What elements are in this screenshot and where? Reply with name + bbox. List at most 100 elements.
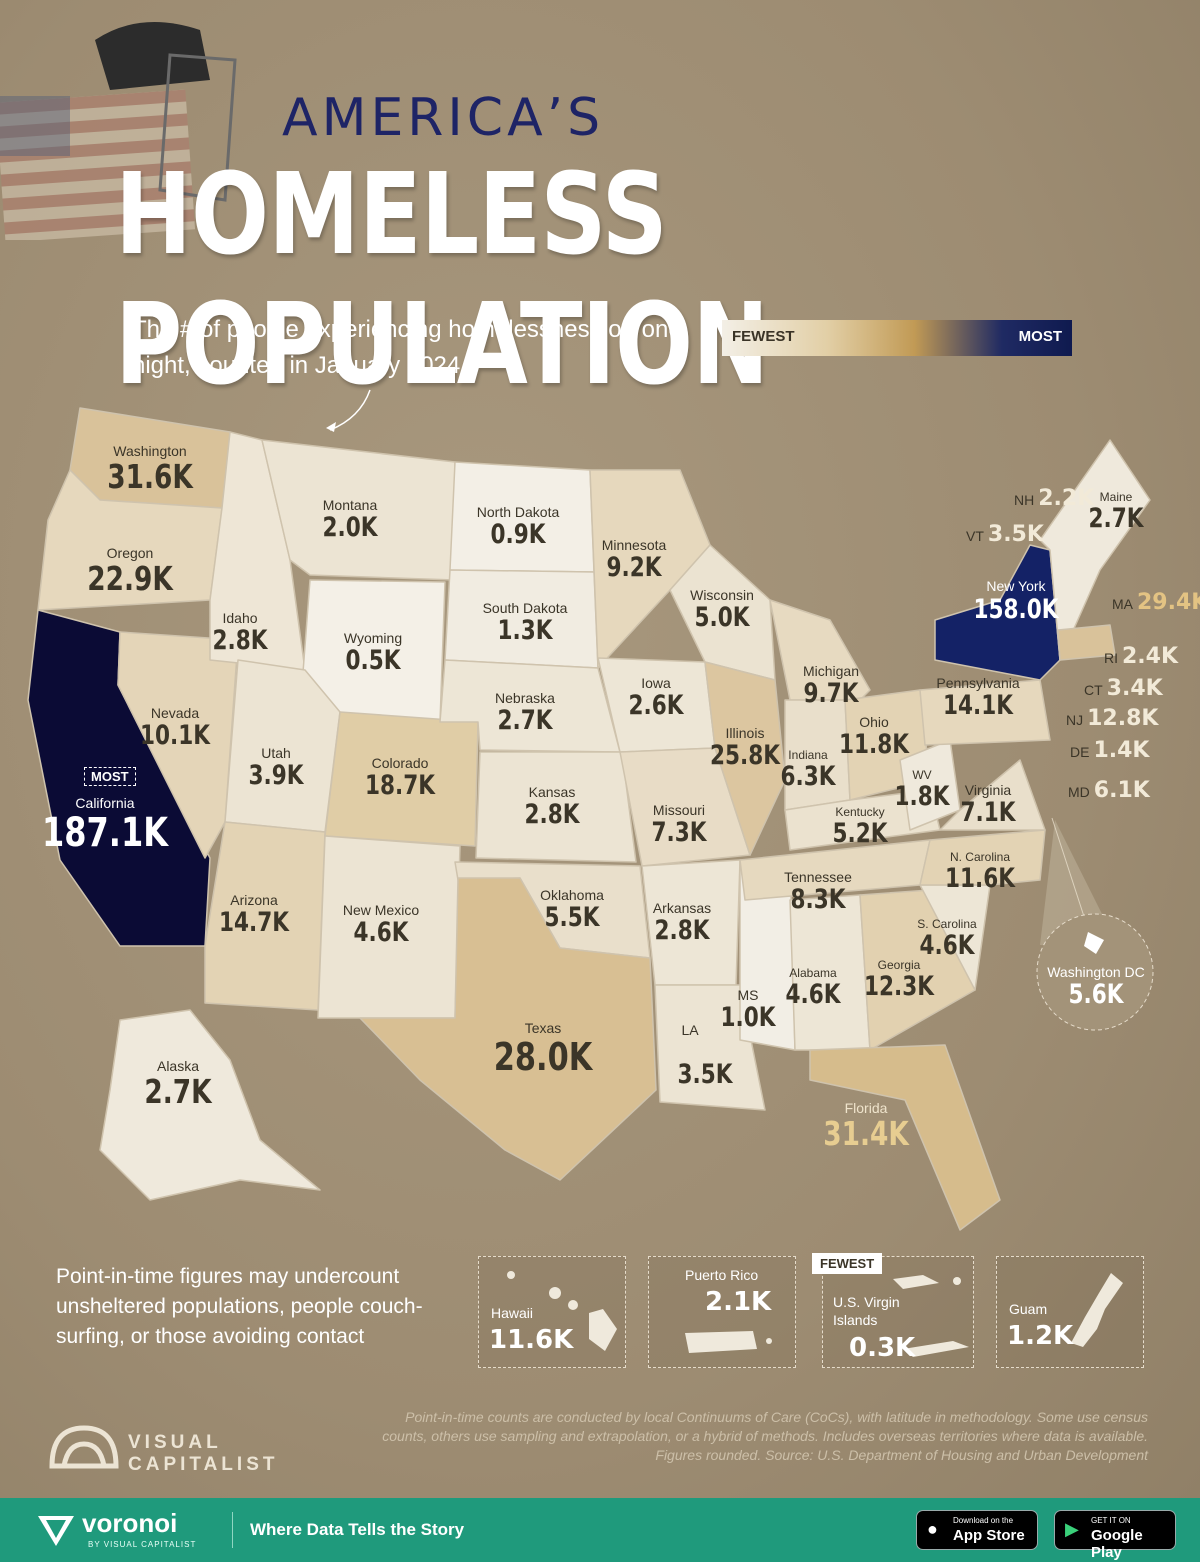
label-kansas: Kansas 2.8K [524,784,580,830]
territory-value: 2.1K [705,1287,772,1317]
google-play-icon: ▶ [1065,1519,1079,1539]
territory-guam: Guam 1.2K [996,1256,1144,1368]
voronoi-logo-icon [38,1516,74,1546]
label-mississippi: MS 1.0K [720,987,776,1033]
state-wisconsin [669,544,776,681]
label-iowa: Iowa 2.6K [628,675,684,721]
state-michigan [769,599,871,701]
label-florida: Florida 31.4K [823,1100,909,1153]
label-virginia: Virginia 7.1K [960,782,1016,828]
label-la-value: 3.5K [677,1059,733,1090]
label-montana: Montana 2.0K [322,497,378,543]
label-colorado: Colorado 18.7K [364,755,436,801]
label-utah: Utah 3.9K [248,745,304,791]
state-florida [809,1044,1001,1231]
label-ma: MA 29.4K [1112,590,1200,615]
california-most-tag: MOST [84,767,136,786]
label-ohio: Ohio 11.8K [838,714,910,760]
voronoi-brand[interactable]: voronoi [82,1508,178,1538]
label-nebraska: Nebraska 2.7K [495,690,555,736]
state-kansas [475,751,637,863]
label-north-dakota: North Dakota 0.9K [476,504,560,550]
label-missouri: Missouri 7.3K [651,802,707,848]
territory-name: U.S. Virgin Islands [833,1294,900,1328]
state-louisiana [654,984,766,1111]
footer-bar: voronoi BY VISUAL CAPITALIST Where Data … [0,1498,1200,1562]
label-pennsylvania: Pennsylvania 14.1K [936,675,1020,721]
label-ct: CT 3.4K [1084,676,1163,701]
label-nh: NH 2.2K [1014,486,1095,511]
fewest-tag: FEWEST [812,1253,883,1274]
state-north-carolina [919,829,1046,886]
label-oregon: Oregon 22.9K [87,545,173,598]
label-kentucky: Kentucky 5.2K [832,805,888,849]
subtitle-arrowhead [326,422,336,432]
label-nj: NJ 12.8K [1066,706,1159,731]
subtitle-arrow [329,389,371,431]
visual-capitalist-logo-text: VISUAL CAPITALIST [128,1432,279,1475]
territory-hawaii: Hawaii 11.6K [478,1256,626,1368]
label-south-dakota: South Dakota 1.3K [482,600,568,646]
app-store-button[interactable]: ● Download on the App Store [916,1510,1038,1550]
label-md: MD 6.1K [1068,778,1150,803]
label-oklahoma: Oklahoma 5.5K [540,887,604,933]
google-play-button[interactable]: ▶ GET IT ON Google Play [1054,1510,1176,1561]
label-minnesota: Minnesota 9.2K [601,537,667,583]
label-tennessee: Tennessee 8.3K [784,869,852,915]
shopping-cart-flag-image [0,22,237,240]
dc-callout-circle [1036,913,1154,1031]
state-illinois [704,661,786,856]
territory-virgin-islands: U.S. Virgin Islands 0.3K [822,1256,974,1368]
territory-puerto-rico: Puerto Rico 2.1K [648,1256,796,1368]
label-new-york: New York 158.0K [973,578,1059,625]
territory-name: Guam [1009,1301,1048,1317]
title-line-1: AMERICA’S [282,88,605,148]
territory-name: Hawaii [491,1305,534,1321]
guam-shape [1071,1273,1123,1347]
footer-divider [232,1512,233,1548]
undercount-note: Point-in-time figures may undercount uns… [56,1265,423,1348]
label-new-mexico: New Mexico 4.6K [342,902,420,948]
label-arizona: Arizona 14.7K [218,892,290,938]
source-note: Point-in-time counts are conducted by lo… [382,1409,1148,1463]
territory-name: Puerto Rico [685,1267,759,1283]
label-la-name: LA [681,1022,699,1038]
state-montana [261,439,456,581]
label-south-carolina: S. Carolina 4.6K [917,917,977,961]
footer-tagline: Where Data Tells the Story [250,1520,465,1539]
label-nevada: Nevada 10.1K [139,705,211,751]
hawaii-shape [507,1271,617,1351]
label-texas: Texas 28.0K [493,1020,593,1079]
state-arizona [204,821,326,1011]
label-idaho: Idaho 2.8K [212,610,268,656]
label-alabama: Alabama 4.6K [785,966,841,1010]
label-georgia: Georgia 12.3K [863,958,935,1002]
state-new-england [1039,439,1151,661]
label-ri: RI 2.4K [1104,644,1179,669]
legend-low-label: FEWEST [732,328,795,345]
territory-value: 0.3K [849,1333,916,1363]
state-texas [359,877,657,1181]
label-vt: VT 3.5K [966,522,1044,547]
territory-value: 1.2K [1007,1321,1074,1351]
label-california: California 187.1K [41,795,169,856]
label-washington-dc: Washington DC 5.6K [1047,964,1145,1010]
label-de: DE 1.4K [1070,738,1150,763]
dc-shape [1084,932,1104,954]
label-illinois: Illinois 25.8K [709,725,781,771]
voronoi-brand-sub: BY VISUAL CAPITALIST [88,1540,197,1549]
label-alaska: Alaska 2.7K [144,1058,212,1111]
visual-capitalist-logo-icon [49,1425,119,1469]
label-wyoming: Wyoming 0.5K [343,630,403,676]
apple-icon: ● [927,1519,938,1539]
state-alaska [99,1009,321,1201]
state-colorado [324,711,479,847]
label-indiana: Indiana 6.3K [780,748,836,792]
territory-value: 11.6K [489,1325,574,1355]
state-massachusetts [1057,624,1116,661]
subtitle: The # of people experiencing homelessnes… [132,316,682,379]
color-legend: FEWEST MOST [722,320,1072,356]
label-washington: Washington 31.6K [107,443,193,496]
